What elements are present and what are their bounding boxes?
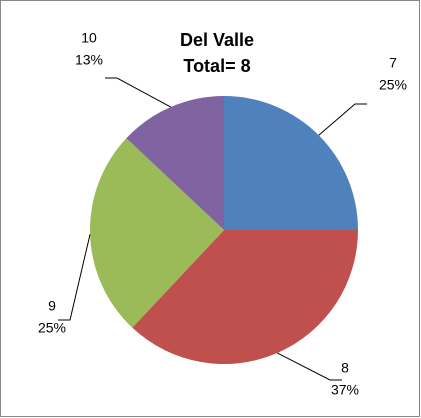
- pie-slice: [90, 138, 224, 328]
- leader-line: [318, 103, 367, 136]
- chart-subtitle: Total= 8: [183, 56, 250, 76]
- category-label: 9: [48, 298, 56, 314]
- pie-slice: [224, 96, 358, 230]
- leader-line: [105, 77, 172, 108]
- category-label: 8: [341, 360, 349, 376]
- leader-line: [276, 352, 342, 381]
- data-label: 25%: [379, 77, 407, 93]
- category-label: 10: [81, 30, 97, 46]
- data-label: 37%: [331, 382, 359, 398]
- leader-line: [58, 234, 91, 321]
- data-label: 13%: [75, 52, 103, 68]
- chart-title: Del Valle: [180, 30, 254, 50]
- pie-slice: [132, 230, 358, 364]
- category-label: 7: [389, 55, 397, 71]
- pie-slice: [126, 96, 224, 230]
- data-label: 25%: [38, 320, 66, 336]
